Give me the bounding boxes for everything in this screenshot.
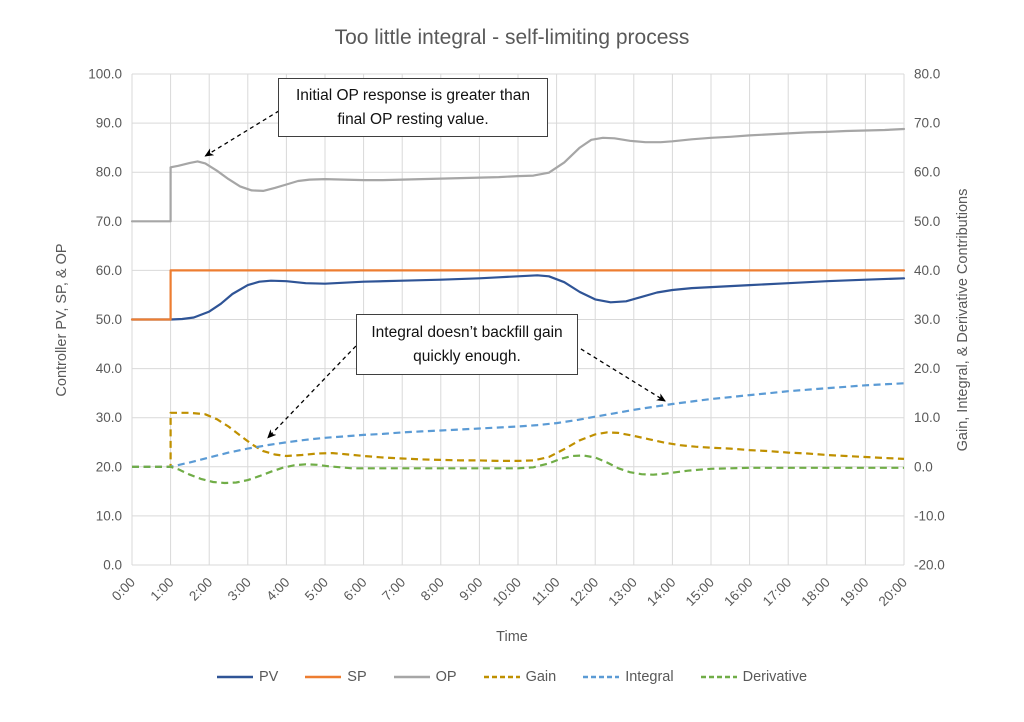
y-right-axis-title: Gain, Integral, & Derivative Contributio…	[955, 188, 971, 452]
series-lines	[130, 127, 906, 485]
legend-swatch-pv-line	[216, 675, 253, 679]
y-right-tick-label: 0.0	[914, 459, 933, 474]
legend-item-gain: Gain	[483, 669, 557, 685]
y-left-tick-label: 100.0	[88, 67, 122, 82]
x-tick-label: 1:00	[148, 575, 177, 604]
annotation-box-op-response: Initial OP response is greater than fina…	[278, 78, 548, 137]
x-tick-label: 9:00	[456, 575, 485, 604]
legend-label-gain: Gain	[525, 669, 557, 685]
annotation-arrow-2	[267, 345, 357, 439]
legend-swatch-gain-line	[483, 675, 520, 679]
y-right-tick-label: 50.0	[914, 214, 940, 229]
x-tick-label: 10:00	[490, 575, 525, 610]
series-line-pv	[130, 274, 906, 321]
chart-legend: PV SP OP Gain Integral Derivative	[0, 669, 1024, 685]
legend-item-pv: PV	[216, 669, 279, 685]
y-left-tick-label: 70.0	[96, 214, 122, 229]
y-left-tick-label: 20.0	[96, 459, 122, 474]
legend-label-sp: SP	[347, 669, 367, 685]
x-tick-label: 8:00	[418, 575, 447, 604]
annotation-text-op-response: Initial OP response is greater than fina…	[295, 87, 531, 128]
legend-label-op: OP	[435, 669, 457, 685]
y-left-tick-label: 0.0	[103, 558, 122, 573]
legend-swatch-sp-line	[305, 675, 342, 679]
annotation-arrow-1	[204, 110, 280, 157]
x-tick-label: 16:00	[721, 575, 756, 610]
legend-label-derivative: Derivative	[742, 669, 808, 685]
annotation-box-integral-backfill: Integral doesn’t backfill gain quickly e…	[356, 314, 578, 375]
legend-item-derivative: Derivative	[700, 669, 808, 685]
y-left-tick-label: 80.0	[96, 165, 122, 180]
x-tick-label: 17:00	[760, 575, 795, 610]
y-right-tick-label: -20.0	[914, 558, 945, 573]
y-left-tick-label: 50.0	[96, 312, 122, 327]
legend-item-integral: Integral	[583, 669, 674, 685]
y-right-tick-label: 80.0	[914, 67, 940, 82]
x-tick-label: 19:00	[837, 575, 872, 610]
y-left-tick-label: 60.0	[96, 263, 122, 278]
x-tick-label: 2:00	[186, 575, 215, 604]
x-tick-label: 6:00	[341, 575, 370, 604]
x-tick-label: 14:00	[644, 575, 679, 610]
legend-label-integral: Integral	[625, 669, 674, 685]
series-line-sp	[130, 269, 906, 321]
annotation-text-integral-backfill: Integral doesn’t backfill gain quickly e…	[371, 324, 563, 365]
x-tick-label: 0:00	[109, 575, 138, 604]
y-right-tick-label: 10.0	[914, 410, 940, 425]
x-tick-label: 20:00	[876, 575, 911, 610]
legend-item-op: OP	[393, 669, 457, 685]
y-right-tick-label: 60.0	[914, 165, 940, 180]
x-tick-label: 3:00	[225, 575, 254, 604]
chart-title: Too little integral - self-limiting proc…	[334, 26, 690, 49]
x-tick-label: 5:00	[302, 575, 331, 604]
x-tick-label: 12:00	[567, 575, 602, 610]
x-tick-label: 7:00	[379, 575, 408, 604]
x-tick-label: 15:00	[683, 575, 718, 610]
y-right-tick-label: 40.0	[914, 263, 940, 278]
y-right-tick-label: -10.0	[914, 508, 945, 523]
y-left-axis-title: Controller PV, SP, & OP	[54, 243, 70, 397]
x-tick-label: 13:00	[605, 575, 640, 610]
x-tick-label: 11:00	[529, 575, 563, 609]
y-right-tick-label: 70.0	[914, 116, 940, 131]
y-left-tick-label: 30.0	[96, 410, 122, 425]
y-right-tick-label: 20.0	[914, 361, 940, 376]
y-left-tick-label: 10.0	[96, 508, 122, 523]
legend-swatch-op-line	[393, 675, 430, 679]
y-left-tick-label: 40.0	[96, 361, 122, 376]
legend-item-sp: SP	[305, 669, 367, 685]
x-tick-label: 18:00	[798, 575, 833, 610]
series-line-derivative	[132, 454, 904, 485]
annotation-arrow-2	[580, 348, 666, 402]
series-line-gain	[132, 411, 905, 468]
x-tick-label: 4:00	[263, 575, 292, 604]
legend-swatch-integral-line	[583, 675, 620, 679]
series-line-op	[130, 127, 906, 223]
x-axis-title: Time	[496, 629, 528, 645]
legend-swatch-derivative-line	[700, 675, 737, 679]
y-left-tick-label: 90.0	[96, 116, 122, 131]
annotation-arrows	[204, 110, 666, 439]
legend-label-pv: PV	[258, 669, 279, 685]
y-right-tick-label: 30.0	[914, 312, 940, 327]
